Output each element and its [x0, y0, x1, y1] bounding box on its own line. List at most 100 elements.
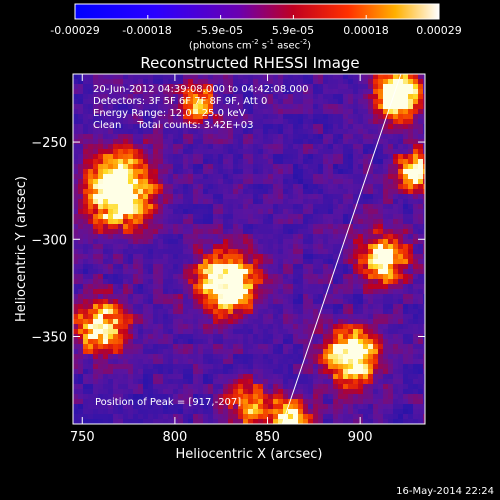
heatmap-cell — [263, 74, 269, 80]
heatmap-cell — [98, 274, 104, 280]
heatmap-cell — [163, 274, 169, 280]
heatmap-cell — [278, 339, 284, 345]
heatmap-cell — [353, 389, 359, 395]
heatmap-cell — [83, 294, 89, 300]
heatmap-cell — [128, 79, 134, 85]
heatmap-cell — [298, 164, 304, 170]
heatmap-cell — [243, 329, 249, 335]
heatmap-cell — [298, 214, 304, 220]
heatmap-cell — [253, 299, 259, 305]
heatmap-cell — [378, 139, 384, 145]
heatmap-cell — [308, 349, 314, 355]
heatmap-cell — [158, 129, 164, 135]
heatmap-cell — [168, 389, 174, 395]
heatmap-cell — [103, 389, 109, 395]
heatmap-cell — [283, 269, 289, 275]
heatmap-cell — [253, 404, 259, 410]
heatmap-cell — [303, 219, 309, 225]
heatmap-cell — [88, 109, 94, 115]
heatmap-cell — [168, 139, 174, 145]
heatmap-cell — [338, 244, 344, 250]
heatmap-cell — [143, 224, 149, 230]
heatmap-cell — [103, 399, 109, 405]
heatmap-cell — [188, 409, 194, 415]
heatmap-cell — [278, 409, 284, 415]
heatmap-cell — [133, 169, 139, 175]
heatmap-cell — [243, 169, 249, 175]
heatmap-cell — [208, 189, 214, 195]
heatmap-cell — [238, 149, 244, 155]
heatmap-cell — [163, 229, 169, 235]
heatmap-cell — [193, 224, 199, 230]
heatmap-cell — [318, 194, 324, 200]
heatmap-cell — [308, 229, 314, 235]
heatmap-cell — [418, 344, 424, 350]
heatmap-cell — [123, 414, 129, 420]
heatmap-cell — [73, 299, 79, 305]
heatmap-cell — [403, 249, 409, 255]
heatmap-cell — [358, 244, 364, 250]
heatmap-cell — [183, 374, 189, 380]
heatmap-cell — [218, 234, 224, 240]
heatmap-cell — [388, 299, 394, 305]
heatmap-cell — [368, 79, 374, 85]
heatmap-cell — [253, 94, 259, 100]
heatmap-cell — [98, 264, 104, 270]
heatmap-cell — [313, 174, 319, 180]
heatmap-cell — [398, 104, 404, 110]
heatmap-cell — [83, 349, 89, 355]
heatmap-cell — [228, 199, 234, 205]
heatmap-cell — [93, 364, 99, 370]
heatmap-cell — [343, 164, 349, 170]
heatmap-cell — [398, 254, 404, 260]
heatmap-cell — [143, 174, 149, 180]
heatmap-cell — [378, 224, 384, 230]
heatmap-cell — [133, 194, 139, 200]
heatmap-cell — [228, 224, 234, 230]
heatmap-cell — [98, 374, 104, 380]
heatmap-cell — [308, 244, 314, 250]
heatmap-cell — [133, 134, 139, 140]
heatmap-cell — [158, 234, 164, 240]
heatmap-cell — [258, 239, 264, 245]
heatmap-cell — [228, 114, 234, 120]
heatmap-cell — [423, 379, 425, 385]
heatmap-cell — [378, 99, 384, 105]
heatmap-cell — [108, 369, 114, 375]
heatmap-cell — [408, 374, 414, 380]
heatmap-cell — [238, 289, 244, 295]
heatmap-cell — [388, 419, 394, 424]
heatmap-cell — [348, 184, 354, 190]
heatmap-cell — [223, 324, 229, 330]
heatmap-cell — [298, 194, 304, 200]
heatmap-cell — [423, 339, 425, 345]
heatmap-cell — [398, 199, 404, 205]
heatmap-cell — [133, 279, 139, 285]
heatmap-cell — [168, 374, 174, 380]
heatmap-cell — [98, 229, 104, 235]
heatmap-cell — [163, 239, 169, 245]
heatmap-cell — [303, 384, 309, 390]
heatmap-cell — [193, 159, 199, 165]
heatmap-cell — [243, 349, 249, 355]
heatmap-cell — [298, 179, 304, 185]
heatmap-cell — [338, 94, 344, 100]
heatmap-cell — [328, 244, 334, 250]
heatmap-cell — [413, 379, 419, 385]
heatmap-cell — [243, 269, 249, 275]
heatmap-cell — [338, 184, 344, 190]
heatmap-cell — [398, 124, 404, 130]
heatmap-cell — [283, 314, 289, 320]
heatmap-cell — [298, 354, 304, 360]
heatmap-cell — [138, 369, 144, 375]
heatmap-cell — [208, 254, 214, 260]
heatmap-cell — [173, 364, 179, 370]
heatmap-cell — [168, 204, 174, 210]
heatmap-cell — [178, 84, 184, 90]
heatmap-cell — [228, 269, 234, 275]
heatmap-cell — [288, 344, 294, 350]
heatmap-cell — [398, 139, 404, 145]
heatmap-cell — [108, 89, 114, 95]
heatmap-cell — [318, 129, 324, 135]
heatmap-cell — [233, 319, 239, 325]
